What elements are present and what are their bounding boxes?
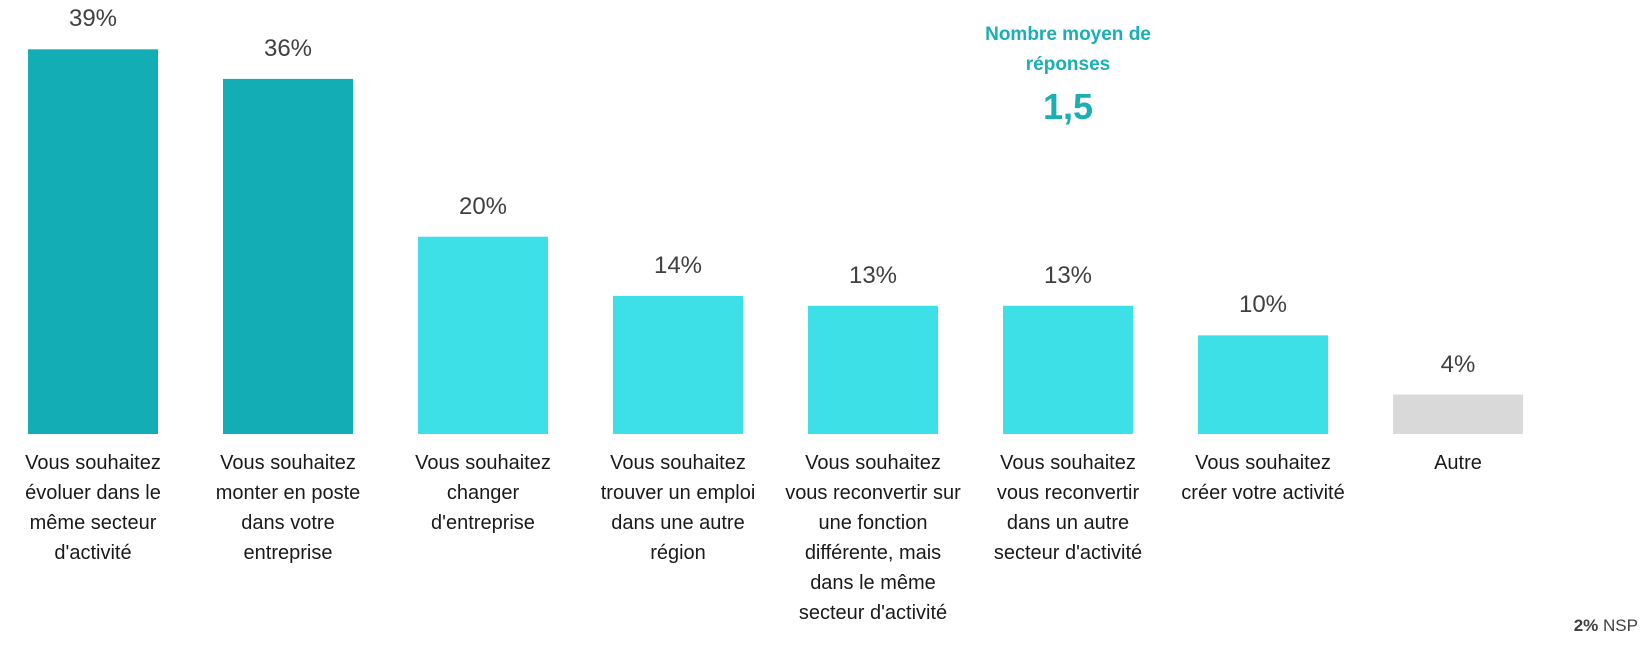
value-label: 14% (653, 251, 703, 279)
x-tick-label: Vous souhaitez évoluer dans le même sect… (25, 452, 161, 564)
bar (1003, 305, 1133, 434)
bar (1198, 335, 1328, 434)
note-text: NSP (1603, 616, 1638, 635)
bar (418, 236, 548, 434)
x-tick-label: Vous souhaitez créer votre activité (1181, 452, 1345, 504)
value-label: 10% (1238, 291, 1288, 319)
bar (808, 305, 938, 434)
value-label: 39% (68, 5, 118, 33)
bar (223, 78, 353, 434)
value-label: 13% (848, 261, 898, 289)
value-label: 20% (458, 192, 508, 220)
annotation-value: 1,5 (1042, 86, 1094, 127)
x-tick-label: Vous souhaitez vous reconvertir dans un … (993, 452, 1143, 564)
value-label: 36% (263, 34, 313, 62)
bar (1393, 394, 1523, 434)
x-tick-label: Vous souhaitez changer d'entreprise (415, 452, 551, 534)
value-label: 13% (1043, 261, 1093, 289)
annotation-label: Nombre moyen de réponses (985, 24, 1151, 75)
x-tick-label: Vous souhaitez vous reconvertir sur une … (785, 452, 961, 624)
bar (613, 295, 743, 434)
value-label: 4% (1440, 350, 1476, 378)
x-tick-label: Autre (1434, 452, 1482, 474)
x-tick-label: Vous souhaitez monter en poste dans votr… (215, 452, 361, 564)
bar (28, 49, 158, 435)
note-value: 2% (1573, 616, 1599, 635)
x-tick-label: Vous souhaitez trouver un emploi dans un… (600, 452, 756, 564)
note: 2% NSP (1574, 616, 1638, 636)
